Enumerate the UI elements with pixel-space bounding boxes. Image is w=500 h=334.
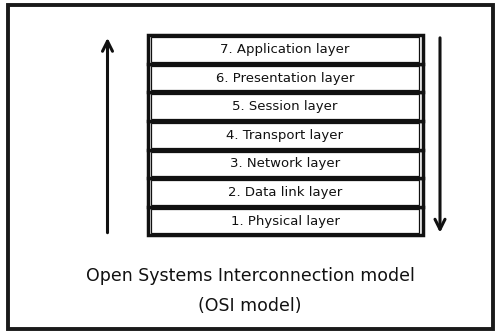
Bar [148,64,422,92]
Bar [151,209,419,233]
Text: 1. Physical layer: 1. Physical layer [230,215,340,228]
Bar [148,92,422,121]
Text: 3. Network layer: 3. Network layer [230,157,340,170]
Bar [151,152,419,176]
Text: Open Systems Interconnection model: Open Systems Interconnection model [86,267,414,285]
Bar [151,94,419,119]
Text: 7. Application layer: 7. Application layer [220,43,350,56]
Bar [148,178,422,207]
Text: 4. Transport layer: 4. Transport layer [226,129,344,142]
Text: 6. Presentation layer: 6. Presentation layer [216,71,354,85]
Bar [148,207,422,235]
Text: 5. Session layer: 5. Session layer [232,100,338,113]
Text: (OSI model): (OSI model) [198,297,302,315]
Text: 2. Data link layer: 2. Data link layer [228,186,342,199]
Bar [151,37,419,62]
Bar [151,123,419,148]
Bar [148,121,422,150]
Bar [151,180,419,205]
Bar [151,66,419,90]
Bar [148,35,422,64]
Bar [148,150,422,178]
